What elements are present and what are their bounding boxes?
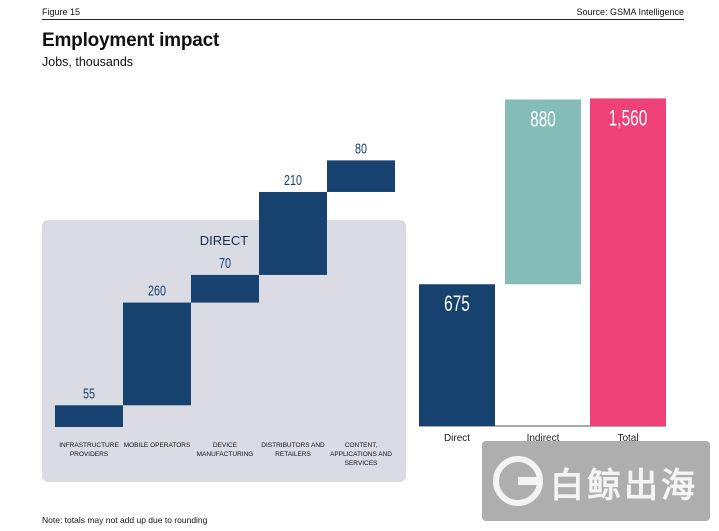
direct-value-label: 70 (219, 254, 231, 271)
header-divider (42, 19, 684, 20)
direct-bar (259, 191, 327, 275)
direct-value-label: 260 (148, 282, 166, 299)
direct-panel-title: DIRECT (199, 233, 249, 248)
direct-category-label: MOBILE OPERATORS (123, 442, 191, 449)
watermark-badge (482, 441, 710, 521)
direct-category-label: CONTENT, APPLICATIONS AND SERVICES (329, 442, 392, 467)
direct-bar (327, 160, 395, 192)
watermark-logo-icon (493, 456, 543, 506)
main-bar (590, 98, 666, 427)
figure-label: Figure 15 (42, 7, 81, 17)
direct-category-label: DEVICE MANUFACTURING (196, 442, 254, 458)
chart-title: Employment impact (42, 30, 220, 51)
direct-category-label: DISTRIBUTORS AND RETAILERS (261, 442, 325, 458)
direct-breakdown-panel (42, 220, 406, 482)
main-value-label: 880 (530, 108, 556, 132)
direct-category-label: INFRASTRUCTURE PROVIDERS (59, 442, 119, 458)
main-value-label: 675 (444, 293, 470, 317)
direct-bar (55, 405, 123, 427)
source-note: Source: GSMA Intelligence (576, 7, 684, 17)
main-value-label: 1,560 (609, 107, 647, 131)
watermark-text: 白鲸出海 (550, 467, 698, 505)
footnote: Note: totals may not add up due to round… (42, 515, 208, 525)
main-bar (419, 284, 495, 426)
main-category-label: Total (617, 433, 638, 444)
chart-subtitle: Jobs, thousands (42, 55, 134, 69)
direct-value-label: 80 (355, 140, 367, 157)
main-bar (505, 99, 581, 285)
direct-value-label: 210 (284, 171, 302, 188)
direct-bar (191, 274, 259, 303)
main-category-label: Indirect (527, 433, 560, 444)
direct-value-label: 55 (83, 385, 95, 402)
direct-bar (123, 302, 191, 406)
main-category-label: Direct (444, 433, 470, 444)
